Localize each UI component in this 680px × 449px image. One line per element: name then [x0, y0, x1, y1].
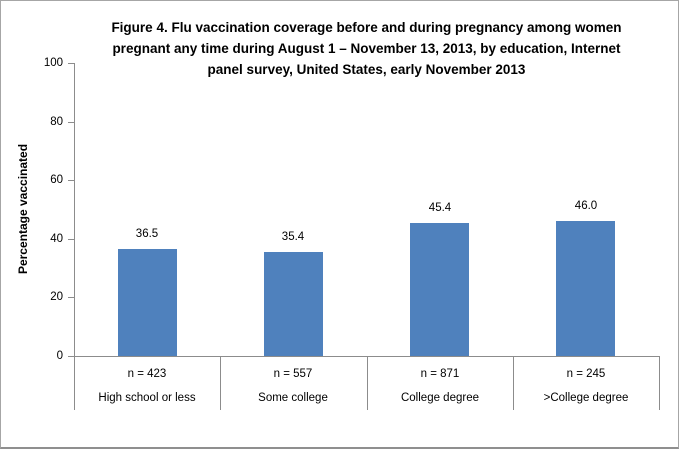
category-divider	[367, 356, 368, 410]
y-axis-line	[74, 63, 75, 410]
y-tick-mark	[68, 238, 74, 240]
y-tick-mark	[68, 297, 74, 299]
y-tick-mark	[68, 63, 74, 64]
y-tick-mark	[68, 180, 74, 182]
sample-size-label: n = 871	[420, 368, 460, 380]
bar	[556, 221, 615, 356]
y-axis-title: Percentage vaccinated	[16, 143, 30, 275]
category-label: College degree	[400, 392, 479, 404]
sample-size-label: n = 423	[127, 368, 167, 380]
chart-title-line: Figure 4. Flu vaccination coverage befor…	[111, 20, 622, 35]
y-tick-label: 100	[43, 57, 63, 69]
y-tick-label: 60	[50, 174, 63, 187]
y-tick-label: 40	[50, 232, 63, 245]
chart-title: Figure 4. Flu vaccination coverage befor…	[74, 17, 659, 80]
chart-title-line: pregnant any time during August 1 – Nove…	[112, 41, 621, 56]
category-divider	[220, 356, 221, 410]
sample-size-label: n = 557	[273, 368, 313, 380]
y-tick-label: 80	[50, 115, 63, 128]
sample-size-label: n = 245	[566, 368, 606, 380]
y-tick-label: 20	[50, 291, 63, 304]
y-tick-mark	[68, 121, 74, 123]
category-label: High school or less	[98, 392, 196, 404]
chart-title-line: panel survey, United States, early Novem…	[207, 62, 526, 77]
bar	[410, 223, 469, 356]
category-label: Some college	[258, 392, 328, 404]
category-divider	[513, 356, 514, 410]
bar-value-label: 45.4	[428, 202, 452, 214]
category-divider	[659, 356, 660, 410]
y-tick-label: 0	[56, 350, 63, 362]
y-tick-mark	[68, 356, 74, 357]
bar	[118, 249, 177, 356]
bar-value-label: 35.4	[281, 231, 305, 243]
bar-value-label: 36.5	[135, 228, 159, 240]
bar-value-label: 46.0	[574, 200, 598, 212]
category-label: >College degree	[543, 392, 629, 404]
bar	[264, 252, 323, 356]
